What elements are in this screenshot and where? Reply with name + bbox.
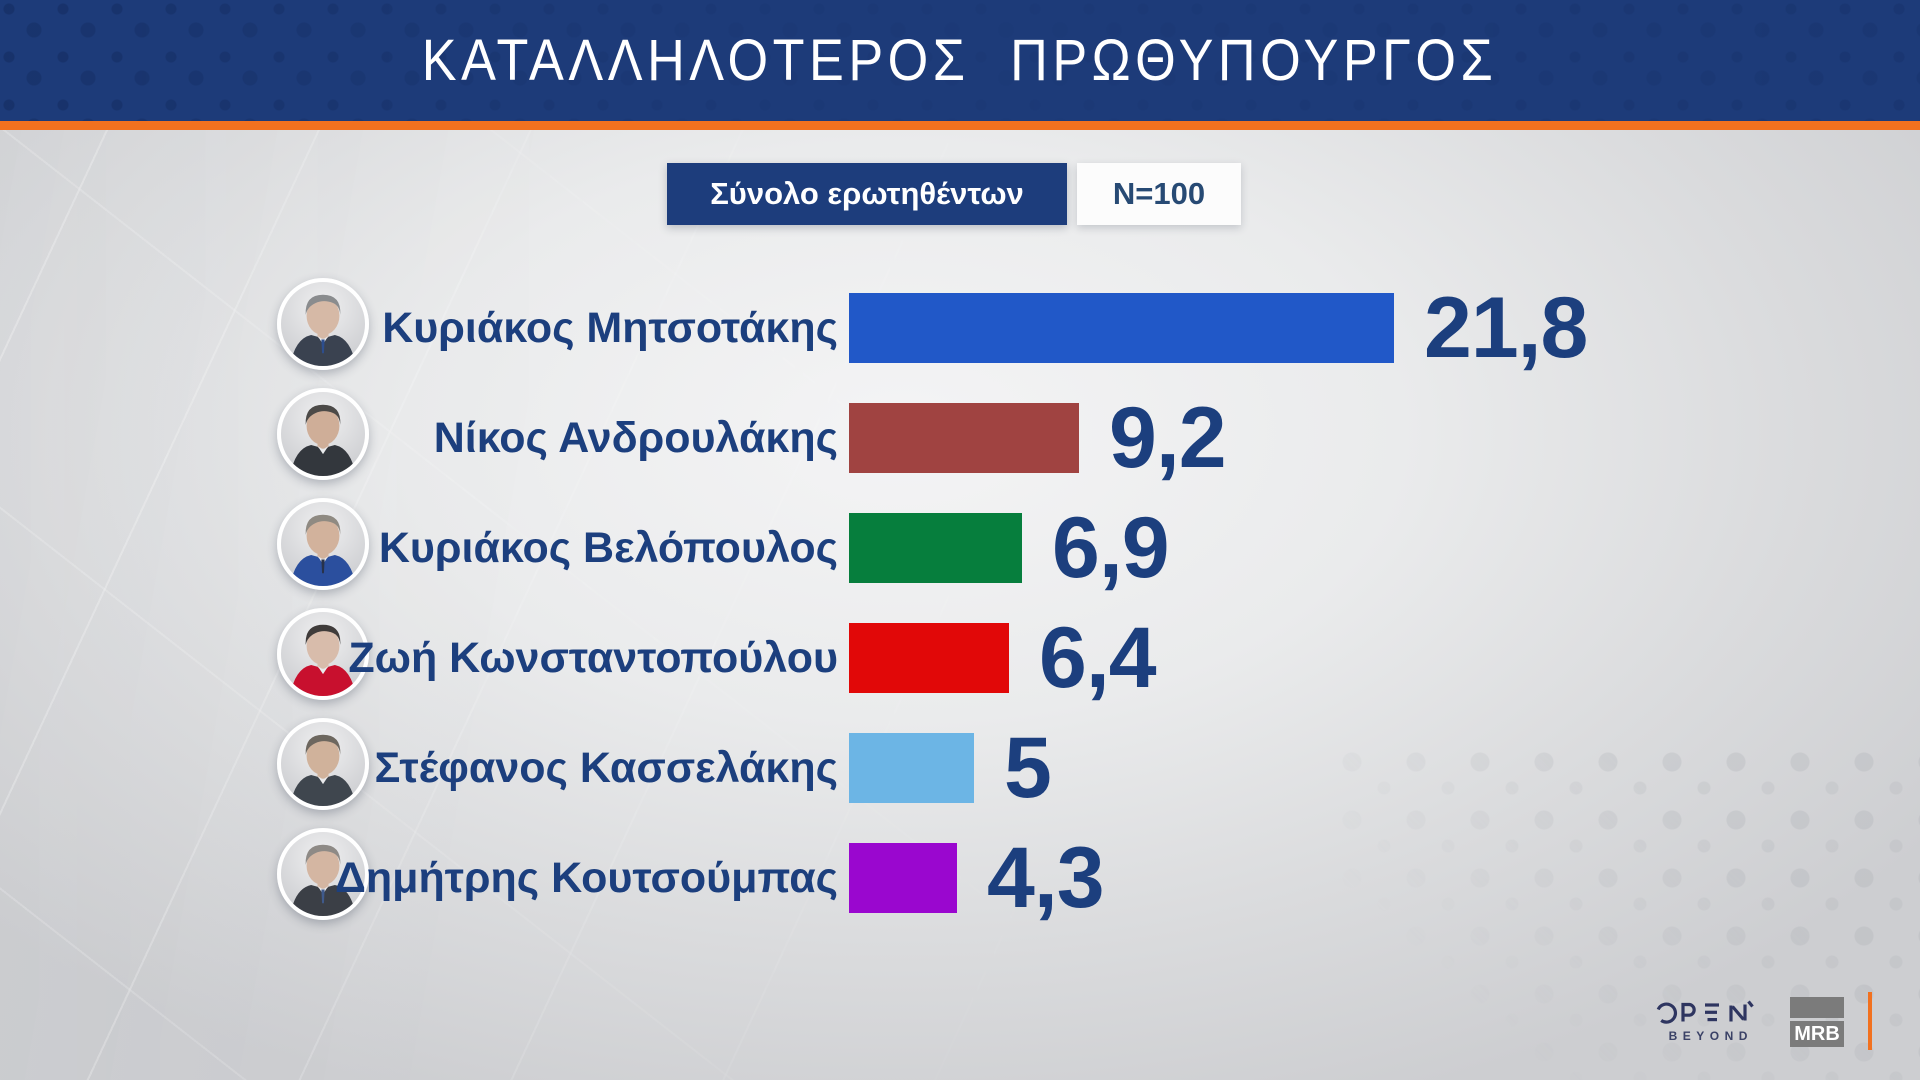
avatar (277, 278, 369, 370)
avatar (277, 718, 369, 810)
sample-size-text: N=100 (1112, 176, 1206, 211)
sample-label-pill: Σύνολο ερωτηθέντων (667, 163, 1067, 225)
result-bar (849, 623, 1009, 693)
result-value: 4,3 (987, 829, 1105, 926)
person-photo-placeholder-icon (290, 404, 356, 476)
avatar (277, 828, 369, 920)
person-photo-placeholder-icon (290, 294, 356, 366)
result-bar (849, 843, 957, 913)
mrb-logo: MRB (1790, 997, 1844, 1047)
candidate-name: Νίκος Ανδρουλάκης (433, 413, 838, 462)
open-logo-icon (1656, 1000, 1754, 1024)
avatar (277, 498, 369, 590)
avatar (277, 388, 369, 480)
person-photo-placeholder-icon (290, 844, 356, 916)
poll-row: Ζωή Κωνσταντοπούλου 6,4 (0, 603, 1920, 713)
mrb-logo-top-bar (1790, 997, 1844, 1018)
mrb-logo-text: MRB (1790, 1021, 1844, 1047)
person-photo-placeholder-icon (290, 624, 356, 696)
result-bar (849, 733, 974, 803)
person-photo-placeholder-icon (290, 734, 356, 806)
open-channel-logo: BEYOND (1653, 999, 1763, 1043)
result-value: 9,2 (1109, 389, 1227, 486)
result-value: 5 (1004, 719, 1052, 816)
page-title: ΚΑΤΑΛΛΗΛΟΤΕΡΟΣ ΠΡΩΘΥΠΟΥΡΓΟΣ (422, 28, 1498, 93)
candidate-name: Κυριάκος Μητσοτάκης (382, 303, 838, 352)
result-bar (849, 403, 1079, 473)
header-accent-line (0, 121, 1920, 130)
avatar (277, 608, 369, 700)
header-bar: ΚΑΤΑΛΛΗΛΟΤΕΡΟΣ ΠΡΩΘΥΠΟΥΡΓΟΣ (0, 0, 1920, 121)
candidate-name: Ζωή Κωνσταντοπούλου (348, 633, 838, 682)
result-bar (849, 513, 1022, 583)
result-value: 6,9 (1052, 499, 1170, 596)
header-dot-pattern (0, 0, 1920, 121)
candidate-name: Κυριάκος Βελόπουλος (378, 523, 838, 572)
candidate-name: Στέφανος Κασσελάκης (374, 743, 838, 792)
footer-orange-tick (1868, 992, 1872, 1050)
person-photo-placeholder-icon (290, 514, 356, 586)
sample-size-pill: N=100 (1077, 163, 1241, 225)
poll-row: Δημήτρης Κουτσούμπας 4,3 (0, 823, 1920, 933)
sample-label-text: Σύνολο ερωτηθέντων (710, 176, 1024, 211)
result-value: 21,8 (1424, 279, 1588, 376)
header-background (0, 0, 1920, 121)
poll-row: Κυριάκος Βελόπουλος 6,9 (0, 493, 1920, 603)
poll-row: Κυριάκος Μητσοτάκης 21,8 (0, 273, 1920, 383)
poll-row: Νίκος Ανδρουλάκης 9,2 (0, 383, 1920, 493)
poll-row: Στέφανος Κασσελάκης 5 (0, 713, 1920, 823)
result-bar (849, 293, 1394, 363)
candidate-name: Δημήτρης Κουτσούμπας (334, 853, 838, 902)
open-tagline: BEYOND (1668, 1029, 1753, 1043)
result-value: 6,4 (1039, 609, 1157, 706)
